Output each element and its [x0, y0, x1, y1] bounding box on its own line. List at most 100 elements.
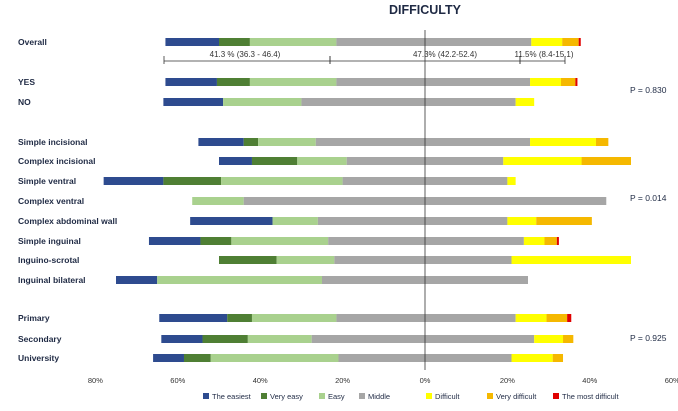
bar-segment [556, 237, 559, 245]
bar-segment [575, 78, 578, 86]
x-tick-label: 60% [665, 376, 678, 385]
bar-segment [165, 78, 217, 86]
bar-segment [221, 177, 343, 185]
p-value-label: P = 0.830 [630, 85, 667, 95]
overall-left-annotation: 41.3 % (36.3 - 46.4) [210, 50, 281, 59]
row-label: NO [18, 97, 31, 107]
bar-segment [148, 237, 201, 245]
bar-segment [231, 237, 329, 245]
bar-segment [317, 217, 508, 225]
legend-label: Difficult [435, 392, 460, 401]
bar-segment [511, 256, 631, 264]
row-label: Primary [18, 313, 50, 323]
bar-segment [202, 335, 248, 343]
bar-segment [159, 314, 228, 322]
legend-label: The easiest [212, 392, 252, 401]
legend-label: Very easy [270, 392, 303, 401]
legend-label: Very difficult [496, 392, 537, 401]
legend: The easiest Very easy Easy Middle Difficult V… [203, 392, 619, 401]
bar-segment [515, 98, 535, 106]
overall-middle-annotation: 47.3% (42.2-52.4) [413, 50, 477, 59]
x-tick-label: 0% [420, 376, 431, 385]
bar-segment [334, 256, 512, 264]
bar-segment [157, 276, 322, 284]
bar-segment [567, 314, 572, 322]
bar-segment [219, 256, 277, 264]
bar-segment [183, 354, 211, 362]
bar-segment [530, 78, 561, 86]
legend-swatch [553, 393, 559, 399]
bar-segment [258, 138, 316, 146]
legend-swatch [261, 393, 267, 399]
bar-segment [227, 314, 252, 322]
row-label: Simple ventral [18, 176, 76, 186]
legend-label: The most difficult [562, 392, 619, 401]
bar-segment [247, 335, 312, 343]
x-tick-label: 40% [253, 376, 268, 385]
row-label: Complex incisional [18, 156, 95, 166]
bar-segment [315, 138, 531, 146]
bar-segment [546, 314, 568, 322]
bar-segment [198, 138, 244, 146]
bar-segment [544, 237, 557, 245]
bar-segment [219, 38, 250, 46]
bar-segment [163, 177, 222, 185]
row-label: University [18, 353, 59, 363]
p-value-label: P = 0.014 [630, 193, 667, 203]
x-tick-label: 20% [335, 376, 350, 385]
bar-segment [200, 237, 232, 245]
bar-segment [534, 335, 564, 343]
bar-segment [165, 38, 219, 46]
bar-segment [219, 157, 252, 165]
bar-segment [562, 38, 579, 46]
legend-swatch [487, 393, 493, 399]
bar-segment [216, 78, 250, 86]
bar-segment [507, 217, 537, 225]
bar-segment [336, 314, 516, 322]
x-tick-label: 20% [500, 376, 515, 385]
row-labels: Overall YES NO Simple incisional Complex inc… [18, 37, 117, 363]
bar-segment [563, 335, 574, 343]
bar-segment [507, 177, 516, 185]
bar-segment [552, 354, 564, 362]
x-axis-ticks: 80% 60% 40% 20% 0% 20% 40% 60% [88, 376, 678, 385]
bar-segment [301, 98, 516, 106]
bar-segment [536, 217, 592, 225]
bar-segment [578, 38, 581, 46]
row-label: Simple inguinal [18, 236, 81, 246]
bar-segment [523, 237, 545, 245]
chart-title: DIFFICULTY [389, 3, 462, 17]
bar-segment [595, 138, 609, 146]
bar-segment [530, 138, 596, 146]
bar-segment [276, 256, 335, 264]
bar-segment [249, 78, 337, 86]
x-tick-label: 40% [582, 376, 597, 385]
bar-segment [103, 177, 164, 185]
bar-segment [116, 276, 158, 284]
row-label: Inguinal bilateral [18, 275, 86, 285]
bar-segment [511, 354, 553, 362]
row-label: Complex abdominal wall [18, 216, 117, 226]
bar-segment [328, 237, 524, 245]
bar-segment [249, 38, 337, 46]
legend-label: Easy [328, 392, 345, 401]
bar-segment [311, 335, 535, 343]
row-label: Secondary [18, 334, 62, 344]
legend-swatch [426, 393, 432, 399]
legend-swatch [359, 393, 365, 399]
bar-segment [190, 217, 273, 225]
bar-segment [223, 98, 302, 106]
legend-label: Middle [368, 392, 390, 401]
bar-segment [531, 38, 563, 46]
x-tick-label: 80% [88, 376, 103, 385]
row-label: Complex ventral [18, 196, 84, 206]
bar-segment [192, 197, 244, 205]
bar-segment [161, 335, 203, 343]
row-label: Overall [18, 37, 47, 47]
bar-segment [251, 314, 337, 322]
bar-segment [251, 157, 298, 165]
x-tick-label: 60% [170, 376, 185, 385]
bar-segment [297, 157, 347, 165]
bar-segment [581, 157, 631, 165]
